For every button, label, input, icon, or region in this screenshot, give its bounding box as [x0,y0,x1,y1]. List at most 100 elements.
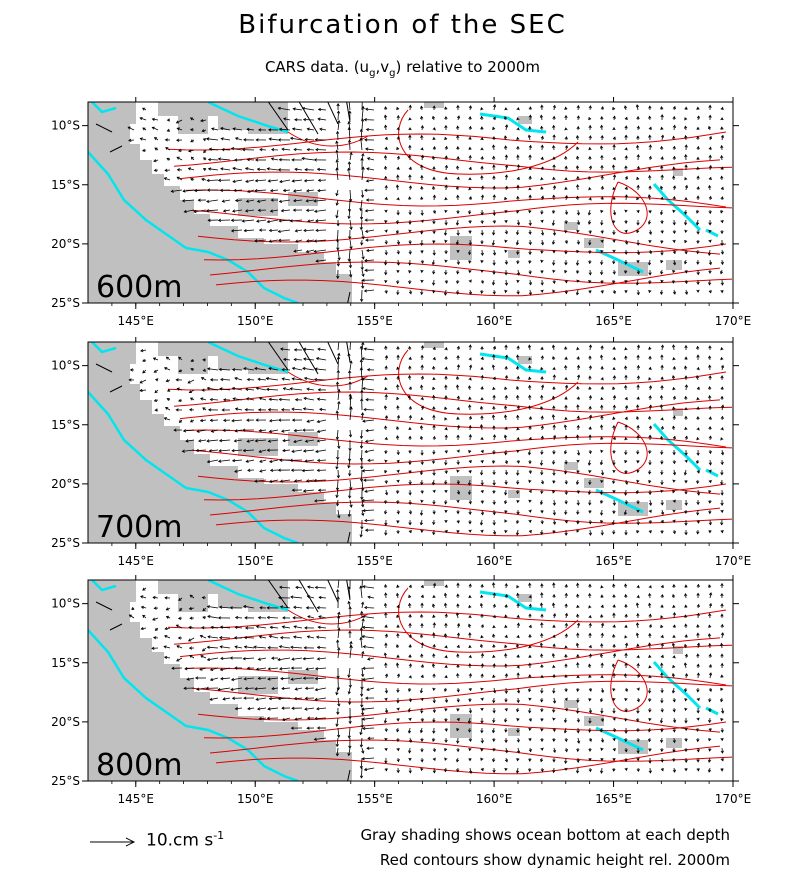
vector-arrowhead [659,211,664,216]
vector-arrowhead [444,395,448,399]
vector-arrowhead [360,389,364,393]
vector-arrowhead [294,118,298,122]
vector-arrowhead [319,127,323,131]
vector-arrowhead [696,480,700,485]
vector-arrowhead [362,726,366,731]
vector-arrowhead [178,419,182,423]
vector-arrowhead [480,512,485,516]
vector-arrow [259,717,267,720]
vector-arrowhead [552,749,557,754]
vector-arrowhead [636,612,640,617]
vector-arrowhead [443,232,448,236]
vector-arrowhead [444,708,448,712]
vector-arrow [365,229,375,232]
vector-arrowhead [648,366,652,370]
vector-arrow [337,697,340,707]
vector-arrowhead [384,768,388,772]
vector-arrow [577,184,579,191]
vector-arrowhead [269,468,274,473]
vector-arrowhead [492,710,496,714]
vector-arrow [721,279,723,286]
vector-arrow [253,646,267,649]
vector-arrowhead [480,594,484,598]
vector-arrowhead [335,692,339,696]
vector-arrowhead [636,509,640,513]
vector-arrow [314,239,327,242]
vector-arrow [349,361,352,371]
coastline [652,183,702,232]
vector-arrowhead [648,690,652,694]
vector-arrowhead [480,500,484,504]
vector-arrow [283,358,291,361]
vector-arrowhead [396,174,400,178]
vector-arrowhead [444,509,448,514]
vector-arrow [349,499,352,508]
vector-arrowhead [361,273,365,278]
vector-arrowhead [672,699,676,703]
vector-arrowhead [539,602,544,606]
vector-arrowhead [672,291,677,295]
vector-arrowhead [660,759,664,763]
vector-arrowhead [648,502,653,506]
vector-arrow [294,149,303,151]
vector-arrow [267,707,279,710]
vector-arrowhead [335,381,340,385]
vector-arrowhead [266,615,270,620]
vector-arrowhead [660,709,664,713]
vector-arrowhead [696,492,701,496]
vector-arrowhead [684,480,688,484]
vector-arrowhead [708,490,712,494]
vector-arrowhead [636,396,640,400]
vector-arrowhead [359,345,364,349]
vector-arrowhead [648,155,652,160]
vector-arrow [315,697,327,700]
vector-arrowhead [347,674,351,678]
vector-arrowhead [456,434,460,438]
vector-arrow [219,439,231,442]
vector-arrow [283,118,291,121]
vector-arrowhead [292,616,296,620]
vector-arrowhead [576,195,580,199]
vector-arrow [336,159,339,171]
vector-arrowhead [432,290,436,294]
vector-arrowhead [316,707,320,711]
vector-arrowhead [314,697,318,701]
vector-arrowhead [552,674,556,678]
vector-arrowhead [175,624,179,628]
vector-arrowhead [408,450,412,454]
vector-arrowhead [302,117,307,122]
vector-arrowhead [293,198,297,203]
vector-arrowhead [384,229,388,233]
vector-arrowhead [432,210,436,214]
vector-arrowhead [576,221,581,226]
vector-arrow [316,259,327,262]
vector-arrow [165,147,171,151]
vector-arrow [349,645,352,659]
dynamic-height-contour [197,465,721,495]
vector-arrowhead [349,395,353,399]
vector-arrowhead [516,345,520,349]
vector-arrow [218,687,231,691]
vector-arrowhead [268,634,272,639]
vector-arrow [362,358,375,361]
vector-arrowhead [552,269,556,274]
vector-arrowhead [576,270,580,274]
vector-arrowhead [648,425,653,429]
vector-arrowhead [541,384,545,388]
vector-arrow [164,635,171,639]
vector-arrow [492,279,495,285]
vector-arrow [361,651,364,659]
vector-arrow [221,138,231,141]
vector-arrow [295,239,303,243]
vector-arrowhead [516,584,520,589]
vector-arrowhead [420,622,424,627]
vector-arrow [306,479,315,482]
vector-arrowhead [600,449,604,453]
vector-arrowhead [259,148,263,152]
vector-arrowhead [708,653,712,657]
vector-arrowhead [624,384,628,389]
vector-arrowhead [540,653,544,657]
vector-arrowhead [361,757,365,761]
coastline [91,342,117,354]
vector-arrow [540,459,543,466]
